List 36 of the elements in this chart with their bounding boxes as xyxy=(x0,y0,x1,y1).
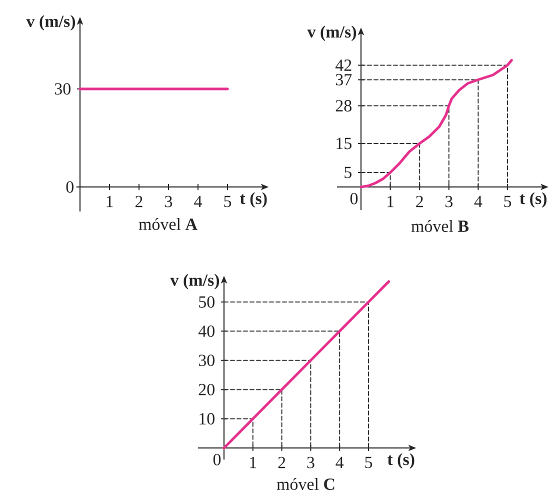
x-tick-label: 2 xyxy=(416,196,423,208)
line-series xyxy=(222,280,390,450)
x-axis-title: t (s) xyxy=(387,453,414,469)
x-tick-label: 2 xyxy=(278,456,286,468)
y-tick-label: 50 xyxy=(199,296,214,308)
x-tick-label: 5 xyxy=(504,196,512,208)
y-tick-label: 15 xyxy=(336,138,352,150)
x-tick-label: 5 xyxy=(365,456,372,468)
x-tick-label: 3 xyxy=(445,196,452,208)
y-tick-label: 5 xyxy=(344,166,352,178)
y-axis-title: v (m/s) xyxy=(307,26,356,42)
y-tick-label: 20 xyxy=(198,384,214,396)
y-tick-label: 42 xyxy=(335,60,352,71)
x-tick-label: 1 xyxy=(106,196,113,208)
x-axis-title: t (s) xyxy=(520,192,547,208)
x-tick-label: 3 xyxy=(165,196,172,208)
y-axis-title: v (m/s) xyxy=(26,15,76,31)
text: móvel A xyxy=(138,218,198,230)
y-axis-title: v (m/s) xyxy=(170,274,220,290)
x-tick-label: 5 xyxy=(224,196,232,208)
x-tick-label: 2 xyxy=(136,196,142,208)
x-tick-label: 4 xyxy=(194,196,202,208)
y-tick-label: 28 xyxy=(336,100,352,112)
y-tick-label: 40 xyxy=(198,325,214,337)
x-tick-label: 3 xyxy=(307,456,314,468)
y-tick-label: 37 xyxy=(336,74,352,86)
x-tick-label: 1 xyxy=(388,196,394,208)
x-tick-label: 4 xyxy=(336,456,344,468)
x-tick-label: 1 xyxy=(250,456,256,468)
x-axis-title: t (s) xyxy=(240,192,267,208)
text: móvel C xyxy=(276,478,334,490)
y-tick-label: 30 xyxy=(198,354,214,366)
text: móvel B xyxy=(411,220,469,232)
x-tick-label: 4 xyxy=(474,196,482,208)
y-tick-label: 10 xyxy=(200,413,214,425)
y-tick-label: 30 xyxy=(54,83,70,95)
